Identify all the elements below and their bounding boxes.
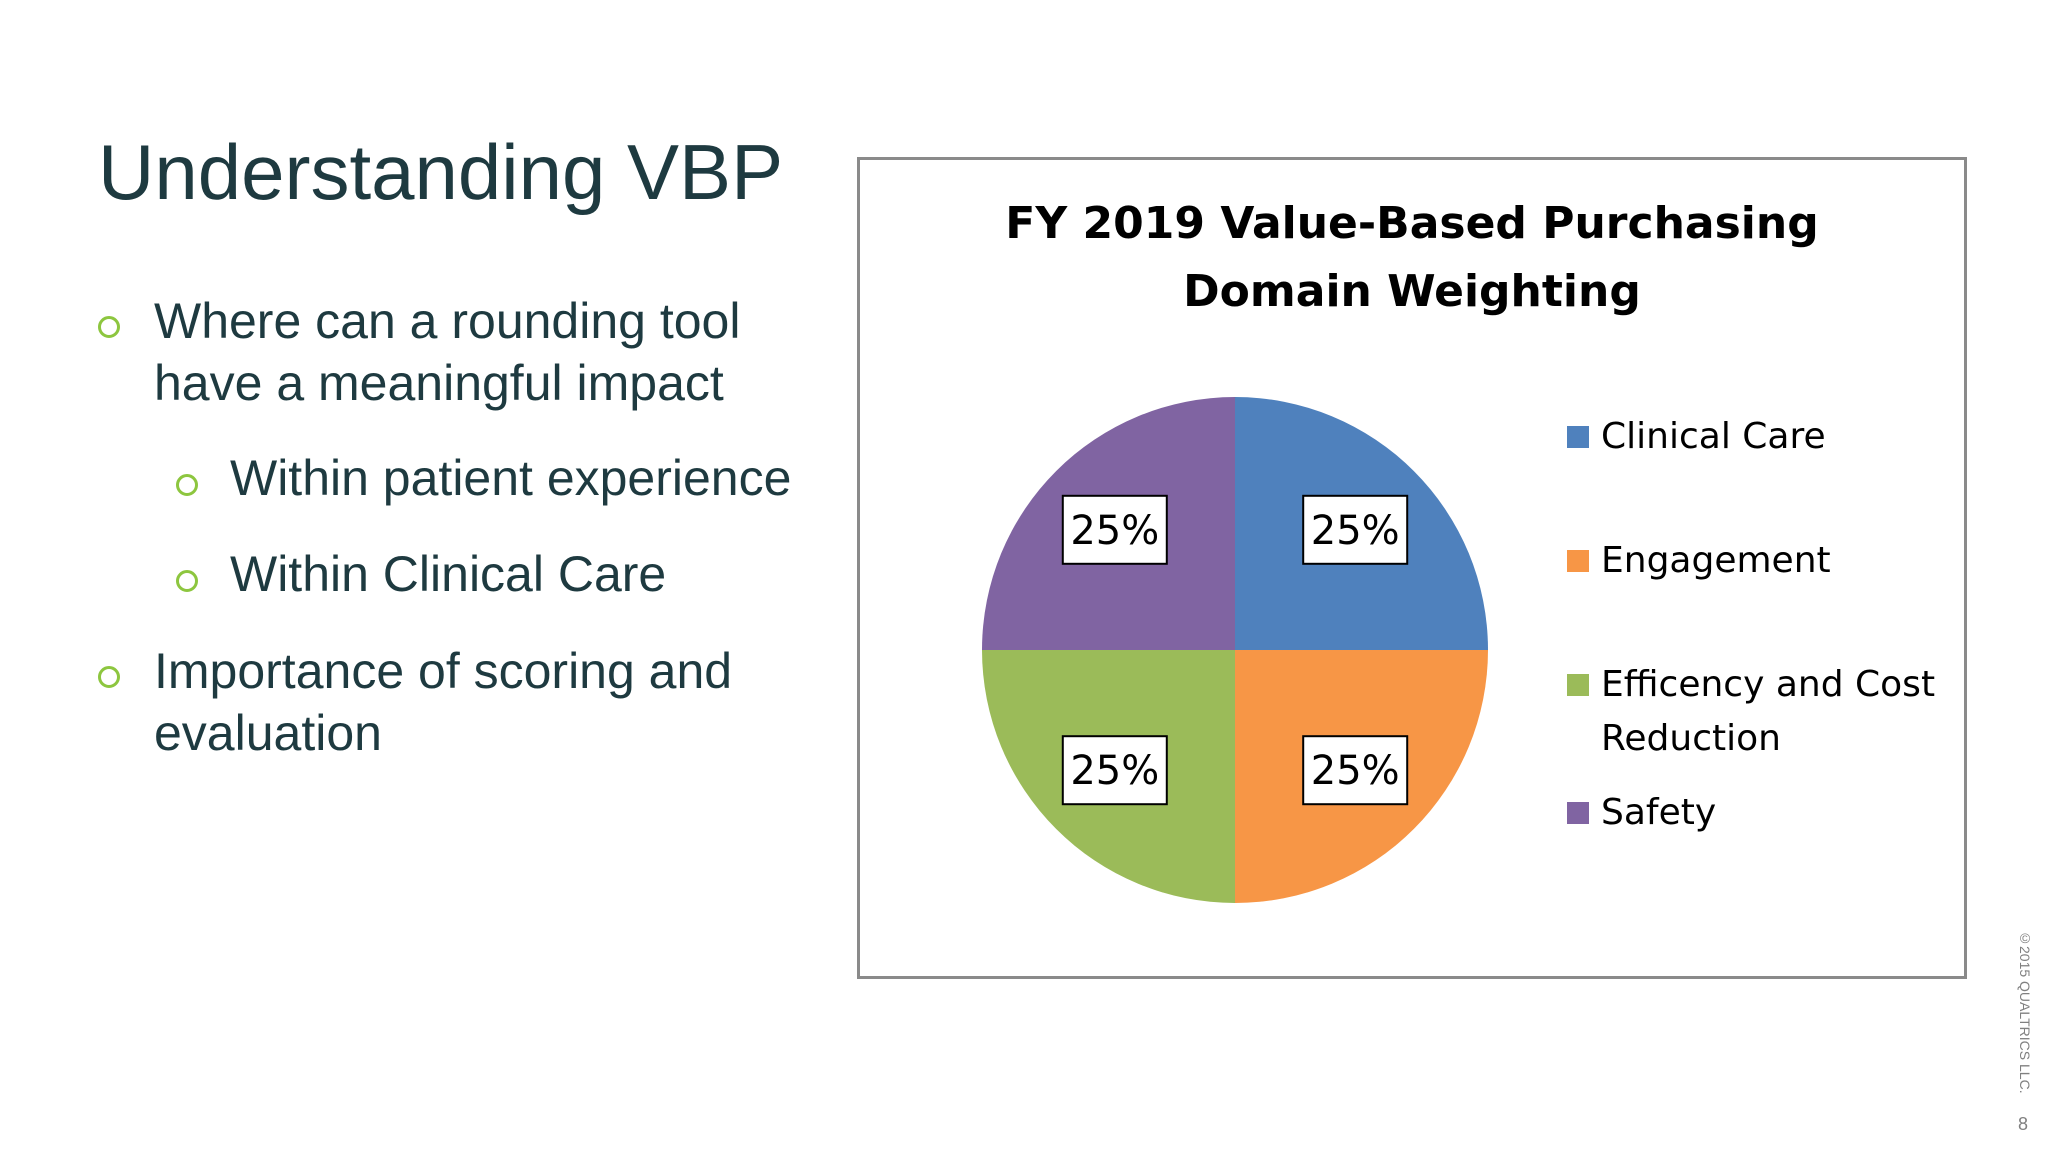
- legend-swatch: [1567, 426, 1589, 448]
- legend-label-line: Safety: [1601, 792, 1717, 833]
- page-number: 8: [2018, 1114, 2029, 1134]
- data-label: 25%: [1061, 735, 1168, 806]
- legend-label: Clinical Care: [1601, 410, 1826, 464]
- sub-bullet-patient-experience: Within patient experience: [176, 447, 791, 509]
- bullet-text: Within patient experience: [230, 450, 792, 506]
- bullet-scoring: Importance of scoring and evaluation: [98, 640, 732, 764]
- sub-bullet-clinical-care: Within Clinical Care: [176, 543, 666, 605]
- data-label-box: [1061, 494, 1168, 565]
- data-label-text: 25%: [1311, 748, 1400, 794]
- bullet-text: Importance of scoring and evaluation: [154, 640, 732, 764]
- legend-label-line: Engagement: [1601, 540, 1831, 581]
- legend-label-line: Reduction: [1601, 718, 1781, 759]
- legend-item-engagement: Engagement: [1567, 534, 1831, 588]
- bullet-text: Within Clinical Care: [230, 546, 667, 602]
- bullet-line: Importance of scoring and: [154, 643, 733, 699]
- bullet-circle-icon: [98, 316, 120, 338]
- legend-label-line: Efficency and Cost: [1601, 664, 1936, 705]
- data-label: 25%: [1302, 735, 1409, 806]
- legend-swatch: [1567, 550, 1589, 572]
- pie-chart: 25% 25% 25% 25%: [982, 397, 1488, 903]
- bullet-circle-icon: [176, 570, 198, 592]
- legend-swatch: [1567, 674, 1589, 696]
- data-label-text: 25%: [1070, 508, 1159, 554]
- chart-title-line: Domain Weighting: [1183, 266, 1641, 317]
- bullet-circle-icon: [176, 474, 198, 496]
- legend-label: Engagement: [1601, 534, 1831, 588]
- data-label-text: 25%: [1311, 508, 1400, 554]
- slide-title: Understanding VBP: [98, 128, 784, 216]
- data-label: 25%: [1061, 494, 1168, 565]
- legend-label: Safety: [1601, 786, 1716, 840]
- bullet-circle-icon: [98, 666, 120, 688]
- bullet-line: Where can a rounding tool: [154, 293, 741, 349]
- data-label-box: [1302, 735, 1409, 806]
- data-label: 25%: [1302, 494, 1409, 565]
- data-label-text: 25%: [1070, 748, 1159, 794]
- chart-title-line: FY 2019 Value-Based Purchasing: [1005, 198, 1819, 249]
- bullet-line: evaluation: [154, 705, 382, 761]
- legend-item-efficency-and-cost-reduction: Efficency and Cost Reduction: [1567, 658, 1935, 766]
- bullet-text: Where can a rounding tool have a meaning…: [154, 290, 740, 414]
- legend-label: Efficency and Cost Reduction: [1601, 658, 1935, 766]
- legend-label-line: Clinical Care: [1601, 416, 1826, 457]
- legend-swatch: [1567, 802, 1589, 824]
- copyright-notice: ©2015 QUALTRICS LLC.: [2017, 930, 2033, 1094]
- legend-item-clinical-care: Clinical Care: [1567, 410, 1826, 464]
- legend-item-safety: Safety: [1567, 786, 1716, 840]
- data-label-box: [1302, 494, 1409, 565]
- bullet-line: have a meaningful impact: [154, 355, 724, 411]
- bullet-rounding-tool: Where can a rounding tool have a meaning…: [98, 290, 740, 414]
- pie-chart-frame: FY 2019 Value-Based Purchasing Domain We…: [857, 157, 1967, 979]
- data-label-box: [1061, 735, 1168, 806]
